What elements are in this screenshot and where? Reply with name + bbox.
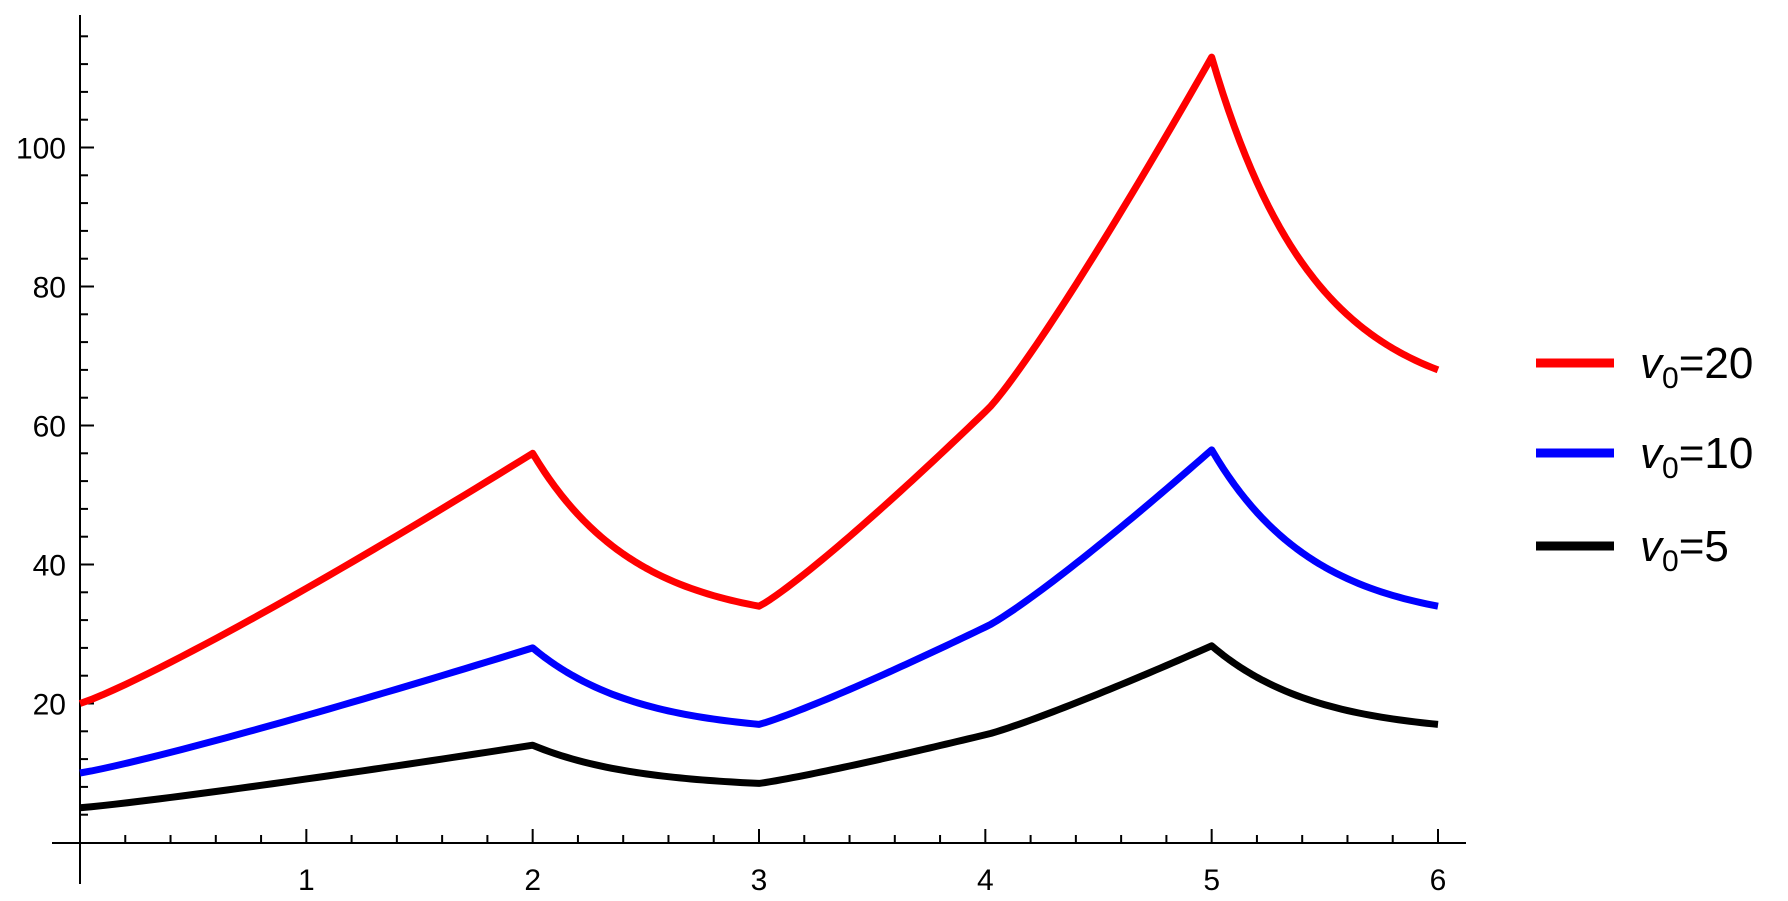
x-tick-label: 6 <box>1430 864 1447 897</box>
axis-ticks <box>79 35 1439 884</box>
legend-value: =5 <box>1679 522 1729 571</box>
legend-label-0: v0=20 <box>1640 339 1753 395</box>
legend-var: v <box>1640 429 1665 478</box>
legend-subscript: 0 <box>1662 545 1679 578</box>
legend-value: =20 <box>1679 339 1754 388</box>
x-tick-label: 1 <box>298 864 315 897</box>
legend-subscript: 0 <box>1662 362 1679 395</box>
legend-value: =10 <box>1679 429 1754 478</box>
y-tick-label: 40 <box>33 550 66 583</box>
x-tick-label: 4 <box>977 864 994 897</box>
series-lines <box>78 53 1440 812</box>
legend-var: v <box>1640 522 1665 571</box>
tick-labels: 1 2 3 4 5 6 20 40 60 80 100 <box>16 133 1446 898</box>
x-tick-label: 2 <box>524 864 541 897</box>
legend-label-2: v0=5 <box>1640 522 1729 578</box>
series-line-0 <box>78 53 1440 707</box>
y-tick-label: 20 <box>33 689 66 722</box>
legend-label-1: v0=10 <box>1640 429 1753 485</box>
y-tick-label: 80 <box>33 272 66 305</box>
y-tick-label: 60 <box>33 411 66 444</box>
legend-subscript: 0 <box>1662 452 1679 485</box>
axes <box>52 15 1466 884</box>
series-line-2 <box>79 642 1439 812</box>
x-tick-label: 3 <box>751 864 768 897</box>
legend-var: v <box>1640 339 1665 388</box>
series-line-1 <box>79 446 1439 777</box>
x-tick-label: 5 <box>1203 864 1220 897</box>
y-tick-label: 100 <box>16 133 66 166</box>
